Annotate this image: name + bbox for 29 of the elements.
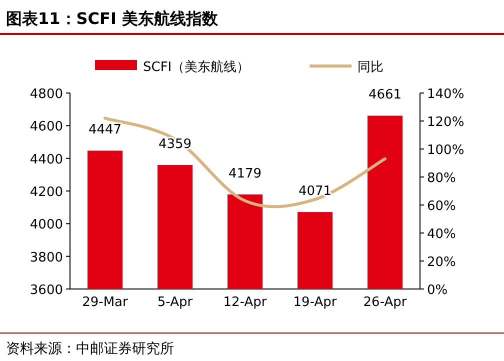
- label: 4359: [158, 137, 192, 152]
- y2-tick-label: 140%: [427, 87, 464, 102]
- y-tick-label: 4000: [30, 218, 63, 233]
- x-tick-label: 26-Apr: [363, 295, 408, 310]
- label: 4179: [228, 166, 262, 182]
- y2-tick-label: 120%: [427, 115, 464, 130]
- y2-tick-label: 60%: [427, 199, 456, 214]
- y2-tick-label: 80%: [427, 171, 456, 186]
- chart-title: 图表11：SCFI 美东航线指数: [6, 9, 219, 28]
- label: 4447: [88, 122, 122, 138]
- x-tick-label: 19-Apr: [293, 295, 338, 310]
- y2-tick-label: 100%: [427, 143, 464, 158]
- y2-tick-label: 20%: [427, 255, 456, 270]
- y-tick-label: 3800: [30, 250, 63, 266]
- y2-tick-label: 40%: [427, 227, 456, 242]
- legend-label: SCFI（美东航线）: [143, 59, 250, 75]
- y-tick-label: 4800: [30, 87, 63, 102]
- text: 资料来源：中邮证券研究所: [6, 341, 174, 357]
- x-tick-label: 29-Mar: [82, 295, 129, 310]
- y-tick-label: 4400: [30, 152, 63, 168]
- label: 4661: [368, 88, 402, 103]
- y2-tick-label: 0%: [427, 283, 448, 298]
- y-tick-label: 4200: [30, 185, 63, 200]
- x-tick-label: 12-Apr: [223, 295, 268, 310]
- label: 4071: [298, 184, 332, 200]
- legend-label: 同比: [358, 60, 384, 75]
- y-tick-label: 4600: [30, 120, 63, 135]
- x-tick-label: 5-Apr: [157, 295, 194, 310]
- y-tick-label: 3600: [30, 283, 63, 298]
